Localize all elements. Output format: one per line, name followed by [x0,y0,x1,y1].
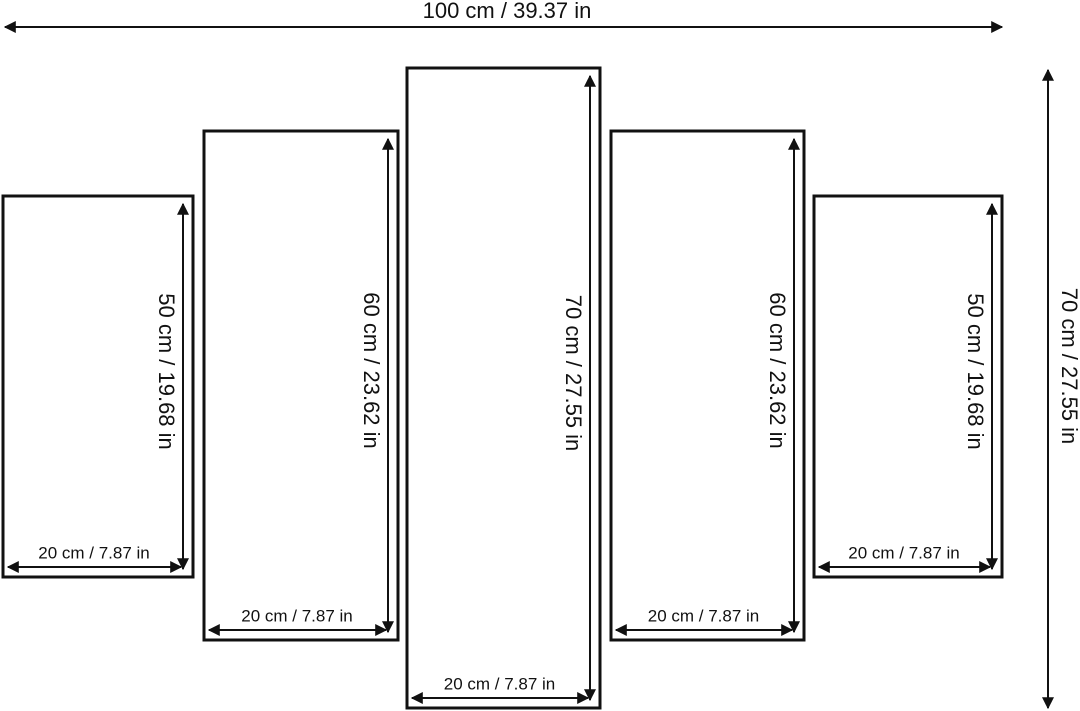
total-height-label: 70 cm / 27.55 in [1057,288,1080,445]
width-label: 20 cm / 7.87 in [241,606,353,625]
panel [1,194,195,579]
height-label: 60 cm / 23.62 in [359,292,384,449]
height-label: 70 cm / 27.55 in [561,295,586,452]
panel [405,66,602,710]
width-label: 20 cm / 7.87 in [848,543,960,562]
panel [609,129,806,642]
panel [812,194,1004,579]
height-label: 60 cm / 23.62 in [765,292,790,449]
width-label: 20 cm / 7.87 in [444,674,556,693]
panel [202,129,400,642]
width-label: 20 cm / 7.87 in [648,606,760,625]
panels: 50 cm / 19.68 in 20 cm / 7.87 in 60 cm / 2… [1,66,1004,710]
width-label: 20 cm / 7.87 in [38,543,150,562]
height-label: 50 cm / 19.68 in [154,293,179,450]
height-label: 50 cm / 19.68 in [963,293,988,450]
total-width-label: 100 cm / 39.37 in [423,0,592,23]
